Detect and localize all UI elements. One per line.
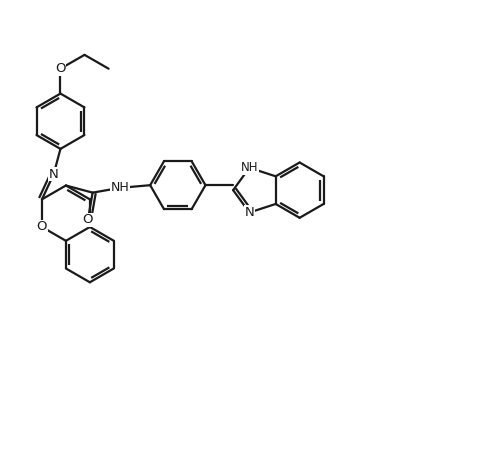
Text: O: O: [37, 220, 47, 234]
Text: O: O: [55, 62, 65, 75]
Text: N: N: [49, 168, 58, 181]
Text: N: N: [245, 206, 254, 219]
Text: O: O: [83, 213, 93, 226]
Text: NH: NH: [110, 181, 129, 194]
Text: NH: NH: [240, 161, 258, 174]
